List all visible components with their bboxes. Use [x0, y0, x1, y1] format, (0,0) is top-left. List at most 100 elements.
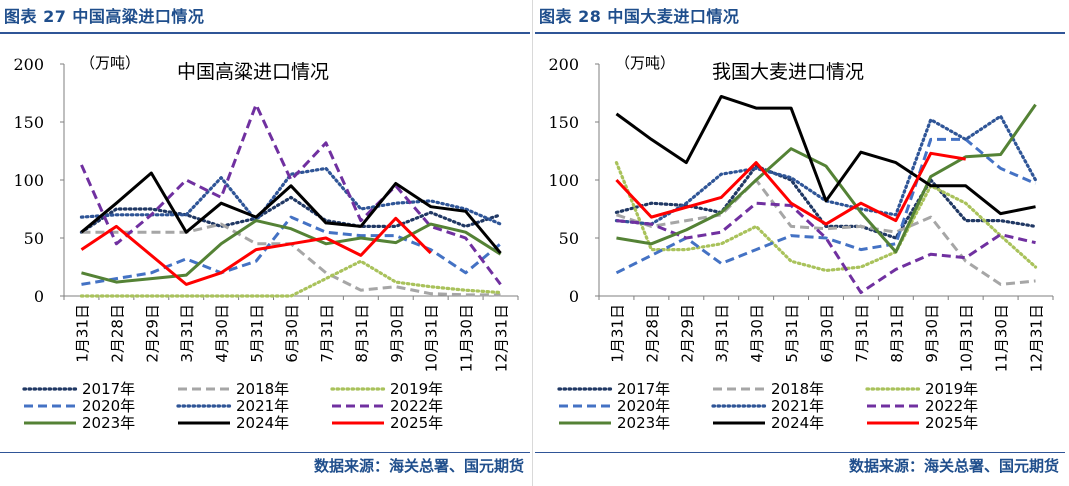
series-line: [616, 103, 1037, 254]
x-tick-label: 1月31日: [73, 304, 91, 363]
series-2017年: [79, 195, 503, 234]
legend-label: 2023年: [82, 414, 135, 432]
y-tick-label: 150: [548, 113, 579, 132]
x-tick-label: 9月30日: [388, 304, 406, 363]
x-tick-label: 2月28日: [108, 304, 126, 363]
x-tick-label: 4月30日: [213, 304, 231, 363]
sorghum-chart: 0 50 100 150 200 1月31日 2月28日 2月29日 3月31日 4月30日 5月3…: [13, 54, 519, 432]
legend-item: 2018年: [713, 380, 824, 398]
x-tick-label: 8月31日: [353, 304, 371, 363]
x-tick-label: 12月31日: [493, 304, 511, 372]
series-2019年: [79, 259, 503, 298]
y-tick-label: 100: [13, 171, 44, 190]
panel-divider: [532, 0, 533, 486]
legend-label: 2022年: [390, 397, 443, 415]
series-2017年: [614, 164, 1038, 240]
legend-label: 2017年: [82, 380, 135, 398]
legend-label: 2020年: [617, 397, 670, 415]
legend-label: 2025年: [925, 414, 978, 432]
legend-item: 2023年: [559, 414, 670, 432]
legend-item: 2022年: [332, 397, 443, 415]
series-line: [79, 195, 503, 234]
unit-label: （万吨）: [615, 54, 675, 72]
title-rule: [535, 32, 1065, 34]
legend-label: 2024年: [236, 414, 289, 432]
chart-title: 我国大麦进口情况: [712, 61, 864, 83]
legend-item: 2019年: [330, 380, 443, 398]
legend-label: 2018年: [771, 380, 824, 398]
source-rule: [535, 452, 1065, 453]
series-line: [81, 219, 502, 284]
y-tick-label: 0: [569, 287, 579, 306]
barley-chart: 0 50 100 150 200 1月31日 2月28日 2月29日 3月31日 4月30日 5月3…: [548, 54, 1054, 432]
legend-label: 2021年: [236, 397, 289, 415]
y-tick-label: 50: [559, 229, 579, 248]
series-2024年: [615, 94, 1036, 216]
legend-label: 2018年: [236, 380, 289, 398]
series-line: [615, 178, 1036, 286]
source-note: 数据来源：海关总署、国元期货: [313, 457, 524, 475]
x-tick-label: 12月31日: [1028, 304, 1046, 372]
series-2022年: [616, 201, 1036, 295]
legend-item: 2025年: [867, 414, 978, 432]
y-tick-label: 0: [34, 287, 44, 306]
x-tick-label: 11月30日: [458, 304, 476, 372]
source-note: 数据来源：海关总署、国元期货: [848, 457, 1059, 475]
series-2024年: [80, 171, 502, 255]
series-line: [79, 259, 503, 298]
y-tick-label: 200: [13, 55, 44, 74]
sorghum-panel: 图表 27 中国高粱进口情况 0 50 100 150 200 1月31日 2月28日 2月2…: [0, 0, 534, 486]
series-2025年: [80, 216, 432, 286]
chart-title: 中国高粱进口情况: [177, 61, 329, 83]
x-tick-label: 2月29日: [143, 304, 161, 363]
legend-item: 2021年: [176, 397, 289, 415]
series-line: [615, 94, 1036, 216]
legend-item: 2024年: [178, 414, 289, 432]
series-line: [614, 161, 1038, 273]
legend-item: 2019年: [865, 380, 978, 398]
series-line: [81, 215, 502, 286]
series-line: [80, 103, 502, 286]
legend-item: 2018年: [178, 380, 289, 398]
series-line: [81, 222, 501, 297]
x-tick-label: 5月31日: [783, 304, 801, 363]
legend-label: 2019年: [390, 380, 443, 398]
legend-label: 2020年: [82, 397, 135, 415]
series-2025年: [615, 151, 966, 226]
y-tick-label: 50: [24, 229, 44, 248]
series-2018年: [81, 222, 501, 297]
source-rule: [0, 452, 530, 453]
legend-item: 2020年: [24, 397, 135, 415]
series-2023年: [81, 219, 502, 284]
x-tick-label: 10月31日: [423, 304, 441, 372]
legend-item: 2017年: [557, 380, 670, 398]
legend-label: 2023年: [617, 414, 670, 432]
series-line: [80, 171, 502, 255]
y-tick-label: 200: [548, 55, 579, 74]
legend-label: 2021年: [771, 397, 824, 415]
legend-label: 2017年: [617, 380, 670, 398]
series-2019年: [614, 161, 1038, 273]
x-tick-label: 7月31日: [318, 304, 336, 363]
legend-label: 2019年: [925, 380, 978, 398]
legend-label: 2022年: [925, 397, 978, 415]
x-tick-label: 4月30日: [748, 304, 766, 363]
x-tick-label: 6月30日: [818, 304, 836, 363]
unit-label: （万吨）: [80, 54, 140, 72]
y-tick-label: 100: [548, 171, 579, 190]
legend-item: 2020年: [559, 397, 670, 415]
legend-label: 2024年: [771, 414, 824, 432]
series-line: [80, 216, 432, 286]
x-tick-label: 5月31日: [248, 304, 266, 363]
x-tick-label: 8月31日: [888, 304, 906, 363]
x-tick-label: 2月28日: [643, 304, 661, 363]
legend-item: 2025年: [332, 414, 443, 432]
series-line: [615, 151, 966, 226]
series-line: [614, 164, 1038, 240]
legend-item: 2021年: [711, 397, 824, 415]
figure-title: 图表 28 中国大麦进口情况: [539, 7, 740, 26]
x-tick-label: 11月30日: [993, 304, 1011, 372]
y-tick-label: 150: [13, 113, 44, 132]
legend-item: 2017年: [22, 380, 135, 398]
legend-item: 2022年: [867, 397, 978, 415]
